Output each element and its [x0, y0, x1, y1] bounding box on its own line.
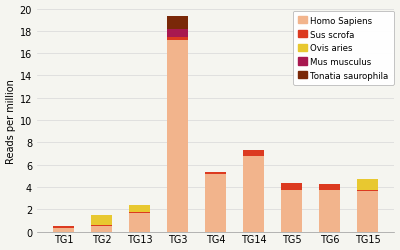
Bar — [53, 226, 74, 228]
Bar — [91, 215, 112, 225]
Bar — [281, 184, 302, 190]
Bar — [167, 17, 188, 30]
Bar — [243, 151, 264, 156]
Legend: Homo Sapiens, Sus scrofa, Ovis aries, Mus musculus, Tonatia saurophila: Homo Sapiens, Sus scrofa, Ovis aries, Mu… — [293, 12, 394, 86]
Bar — [281, 190, 302, 232]
Bar — [357, 191, 378, 232]
Bar — [167, 41, 188, 232]
Bar — [357, 179, 378, 191]
Bar — [91, 226, 112, 232]
Bar — [243, 156, 264, 232]
Y-axis label: Reads per million: Reads per million — [6, 78, 16, 163]
Bar — [205, 174, 226, 232]
Bar — [129, 212, 150, 214]
Bar — [167, 30, 188, 38]
Bar — [167, 38, 188, 41]
Bar — [319, 191, 340, 232]
Bar — [319, 184, 340, 191]
Bar — [129, 205, 150, 212]
Bar — [53, 228, 74, 232]
Bar — [91, 225, 112, 226]
Bar — [205, 172, 226, 174]
Bar — [129, 214, 150, 232]
